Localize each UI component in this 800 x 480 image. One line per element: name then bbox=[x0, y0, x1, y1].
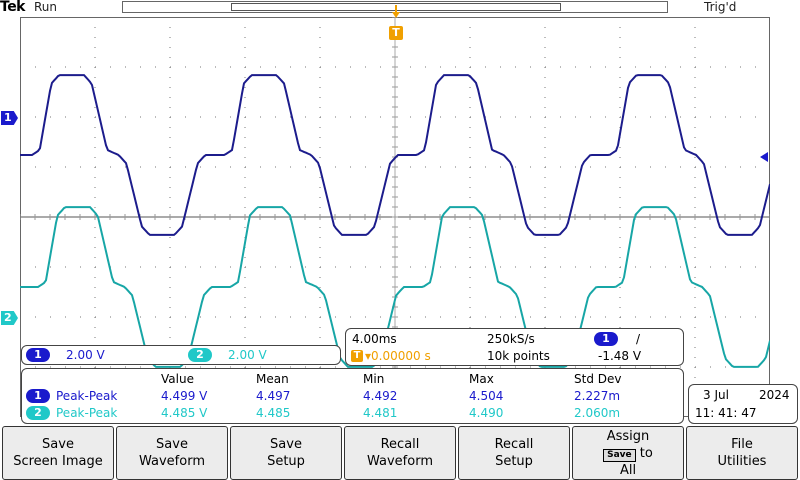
trigger-position-value[interactable]: ▾0.00000 s bbox=[365, 349, 431, 363]
trigger-position-icon: T bbox=[351, 350, 363, 362]
column-header-std-dev: Std Dev bbox=[574, 372, 622, 386]
ch1-waveform-trace bbox=[20, 74, 770, 236]
trigger-level[interactable]: -1.48 V bbox=[598, 349, 642, 363]
sample-rate: 250kS/s bbox=[487, 332, 535, 346]
assign-all-label: All bbox=[619, 462, 637, 478]
ch1-badge: 1 bbox=[26, 389, 50, 403]
save-key-icon: Save bbox=[603, 448, 636, 462]
measurement-name: Peak-Peak bbox=[56, 389, 118, 403]
channel-scale-panel: 1 2.00 V 2 2.00 V bbox=[21, 345, 341, 365]
save-screen-image-button[interactable]: Save Screen Image bbox=[2, 426, 114, 480]
measurement-std-dev: 2.060m bbox=[574, 406, 621, 420]
ch1-ground-marker[interactable]: 1 bbox=[1, 111, 18, 125]
measurement-mean: 4.485 bbox=[256, 406, 291, 420]
measurement-name: Peak-Peak bbox=[56, 406, 118, 420]
measurement-value: 4.499 V bbox=[161, 389, 208, 403]
trigger-t-icon: T bbox=[389, 26, 403, 40]
measurement-max: 4.504 bbox=[469, 389, 504, 403]
measurement-min: 4.492 bbox=[363, 389, 398, 403]
measurement-row-ch1[interactable]: 1 Peak-Peak 4.499 V 4.497 4.492 4.504 2.… bbox=[22, 388, 682, 404]
ch2-ground-marker[interactable]: 2 bbox=[1, 311, 18, 325]
date-year: 2024 bbox=[759, 388, 790, 402]
save-waveform-button[interactable]: Save Waveform bbox=[116, 426, 228, 480]
assign-save-button[interactable]: Assign Save to All bbox=[572, 426, 684, 480]
datetime-panel: 3 Jul 2024 11: 41: 47 bbox=[688, 384, 798, 424]
date-day: 3 Jul bbox=[703, 388, 729, 402]
acquisition-state: Run bbox=[34, 0, 58, 14]
ch2-badge[interactable]: 2 bbox=[188, 348, 212, 362]
measurement-max: 4.490 bbox=[469, 406, 504, 420]
measurement-min: 4.481 bbox=[363, 406, 398, 420]
measurement-value: 4.485 V bbox=[161, 406, 208, 420]
trigger-source-badge[interactable]: 1 bbox=[594, 332, 618, 346]
file-utilities-button[interactable]: File Utilities bbox=[686, 426, 798, 480]
trigger-position-marker[interactable]: T bbox=[389, 4, 403, 40]
time-per-division[interactable]: 4.00ms bbox=[352, 332, 397, 346]
ch2-scale[interactable]: 2.00 V bbox=[228, 348, 267, 362]
column-header-mean: Mean bbox=[256, 372, 289, 386]
recall-setup-button[interactable]: Recall Setup bbox=[458, 426, 570, 480]
recall-waveform-button[interactable]: Recall Waveform bbox=[344, 426, 456, 480]
record-length: 10k points bbox=[487, 349, 550, 363]
trigger-slope-icon: / bbox=[636, 332, 641, 346]
ch1-scale[interactable]: 2.00 V bbox=[66, 348, 105, 362]
measurement-mean: 4.497 bbox=[256, 389, 291, 403]
brand-logo: Tek bbox=[0, 0, 26, 15]
save-setup-button[interactable]: Save Setup bbox=[230, 426, 342, 480]
measurement-std-dev: 2.227m bbox=[574, 389, 621, 403]
trigger-status: Trig'd bbox=[704, 0, 737, 14]
assign-to-label: to bbox=[639, 445, 653, 461]
clock-time: 11: 41: 47 bbox=[695, 406, 757, 420]
column-header-max: Max bbox=[469, 372, 494, 386]
column-header-value: Value bbox=[161, 372, 194, 386]
timebase-panel: 4.00ms 250kS/s 1 / T ▾0.00000 s 10k poin… bbox=[345, 328, 684, 366]
measurements-panel: Value Mean Min Max Std Dev 1 Peak-Peak 4… bbox=[21, 368, 684, 424]
assign-label: Assign bbox=[606, 428, 650, 444]
measurement-row-ch2[interactable]: 2 Peak-Peak 4.485 V 4.485 4.481 4.490 2.… bbox=[22, 405, 682, 421]
ch2-badge: 2 bbox=[26, 406, 50, 420]
trigger-arrow-icon bbox=[392, 4, 400, 18]
column-header-min: Min bbox=[363, 372, 385, 386]
trigger-level-arrow-icon bbox=[760, 148, 770, 162]
ch1-badge[interactable]: 1 bbox=[26, 348, 50, 362]
